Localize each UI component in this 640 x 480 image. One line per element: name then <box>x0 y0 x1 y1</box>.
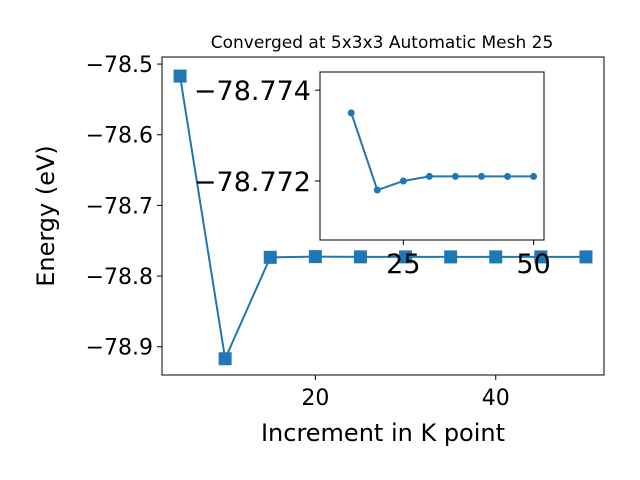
x-tick-label: 40 <box>482 386 510 411</box>
main-data-point <box>534 250 548 264</box>
main-plot-frame <box>161 56 605 376</box>
y-axis-label: Energy (eV) <box>32 145 60 287</box>
inset-data-point <box>399 177 407 185</box>
main-data-point <box>444 250 458 264</box>
inset-data-point <box>347 109 355 117</box>
main-series-line <box>179 75 586 363</box>
y-tick-label: −78.5 <box>86 53 153 78</box>
main-data-point <box>579 250 593 264</box>
inset-data-point <box>477 172 485 180</box>
main-data-point <box>218 352 232 366</box>
y-tick-label: −78.9 <box>86 336 153 361</box>
main-data-point <box>399 250 413 264</box>
inset-background <box>320 72 544 240</box>
inset-y-tick-label: −78.772 <box>194 167 311 198</box>
y-tick-label: −78.7 <box>86 194 153 219</box>
inset-data-point <box>530 172 538 180</box>
chart-title: Converged at 5x3x3 Automatic Mesh 25 <box>211 33 554 53</box>
inset-y-tick-label: −78.774 <box>194 76 311 107</box>
x-tick-label: 20 <box>301 386 329 411</box>
main-data-point <box>308 250 322 264</box>
x-axis-label: Increment in K point <box>261 419 505 447</box>
main-data-point <box>489 250 503 264</box>
main-data-point <box>353 250 367 264</box>
inset-series-line <box>350 112 534 192</box>
main-axis-ticks: 20 40 −78.9 −78.8 −78.7 −78.6 −78.5 <box>86 53 510 411</box>
y-tick-label: −78.6 <box>86 124 153 149</box>
main-series <box>173 69 593 366</box>
inset-x-tick-label: 50 <box>516 249 550 280</box>
inset-data-point <box>425 172 433 180</box>
inset-data-point <box>373 186 381 194</box>
inset-series <box>347 109 538 194</box>
inset-axis-ticks: 25 50 −78.774 −78.772 <box>194 76 551 280</box>
inset-x-tick-label: 25 <box>386 249 420 280</box>
main-data-point <box>263 250 277 264</box>
inset-data-point <box>504 172 512 180</box>
inset-data-point <box>451 172 459 180</box>
y-tick-label: −78.8 <box>86 265 153 290</box>
inset-plot-frame <box>319 71 545 241</box>
main-data-point <box>173 69 187 83</box>
